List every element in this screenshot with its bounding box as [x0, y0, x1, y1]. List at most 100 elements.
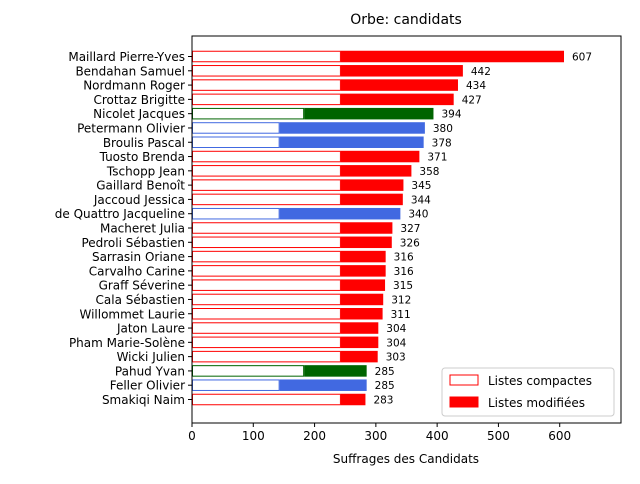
bar-modified [340, 350, 378, 363]
bar-compact [192, 379, 280, 391]
value-label: 434 [466, 80, 486, 92]
x-tick-label: 300 [364, 429, 387, 443]
value-label: 326 [400, 237, 420, 249]
y-tick-label: Petermann Olivier [77, 121, 185, 135]
x-tick-label: 500 [487, 429, 510, 443]
bar-modified [340, 293, 384, 306]
legend-swatch-compact [449, 374, 479, 386]
bar-compact [192, 79, 341, 91]
bar-compact [192, 265, 341, 277]
bar-modified [340, 336, 379, 349]
legend-swatch-modified [449, 396, 479, 408]
y-tick-label: Sarrasin Oriane [92, 250, 185, 264]
y-tick-label: Tschopp Jean [106, 164, 185, 178]
legend-label-compact: Listes compactes [488, 374, 592, 388]
x-tick-label: 600 [548, 429, 571, 443]
bar-compact [192, 336, 341, 349]
chart-title: Orbe: candidats [350, 12, 462, 28]
x-tick-label: 200 [303, 429, 326, 443]
bar-compact [192, 350, 341, 363]
bar-modified [340, 322, 379, 334]
y-tick-label: Wicki Julien [117, 350, 185, 364]
bar-modified [340, 308, 383, 320]
bar-compact [192, 150, 341, 163]
plot-frame [191, 35, 622, 424]
value-label: 427 [462, 94, 482, 106]
y-tick-label: Feller Olivier [110, 379, 185, 393]
value-label: 442 [471, 66, 491, 78]
value-label: 345 [411, 180, 431, 192]
value-label: 378 [432, 137, 452, 149]
y-tick-label: Broulis Pascal [103, 136, 185, 150]
y-tick-label: Nordmann Roger [83, 79, 185, 93]
y-tick-label: Smakiqi Naim [102, 393, 185, 407]
bar-modified [304, 365, 367, 377]
bar-compact [192, 50, 341, 63]
y-tick-label: Jaton Laure [116, 322, 185, 336]
y-tick-label: Nicolet Jacques [93, 107, 185, 121]
y-tick-label: Gaillard Benoît [96, 179, 185, 193]
legend-label-modified: Listes modifiées [488, 396, 585, 410]
bar-compact [192, 93, 341, 106]
bar-modified [340, 222, 393, 234]
bar-modified [340, 50, 565, 63]
value-label: 283 [373, 395, 393, 407]
bar-compact [192, 365, 305, 377]
bar-compact [192, 393, 341, 406]
bar-modified [304, 107, 434, 120]
bar-modified [340, 79, 458, 91]
bar-compact [192, 207, 280, 220]
value-label: 285 [375, 380, 395, 392]
x-axis-label: Suffrages des Candidats [333, 452, 479, 466]
y-tick-label: Bendahan Samuel [75, 64, 185, 78]
x-tick-label: 400 [426, 429, 449, 443]
bar-compact [192, 222, 341, 234]
value-label: 312 [391, 294, 411, 306]
value-label: 311 [391, 309, 411, 321]
value-label: 304 [386, 323, 406, 335]
value-label: 316 [394, 252, 414, 264]
value-label: 607 [572, 52, 592, 64]
bar-compact [192, 136, 280, 148]
bar-modified [340, 93, 454, 106]
bar-modified [279, 122, 425, 134]
y-tick-label: Graff Séverine [99, 279, 185, 293]
bar-compact [192, 179, 341, 191]
x-axis-ticks: 0 100 200 300 400 500 600 [188, 423, 571, 443]
y-tick-label: Pedroli Sébastien [81, 236, 185, 250]
value-label: 340 [408, 209, 428, 221]
bar-modified [279, 379, 367, 391]
bar-modified [279, 207, 401, 220]
value-label: 316 [394, 266, 414, 278]
bar-compact [192, 65, 341, 77]
y-tick-label: Willommet Laurie [79, 307, 185, 321]
y-tick-label: Cala Sébastien [96, 293, 185, 307]
value-label: 380 [433, 123, 453, 135]
bar-modified [340, 265, 386, 277]
bar-compact [192, 165, 341, 177]
y-tick-label: Maillard Pierre-Yves [68, 50, 185, 64]
bar-compact [192, 322, 341, 334]
y-tick-label: Crottaz Brigitte [93, 93, 185, 107]
value-label: 285 [375, 366, 395, 378]
y-tick-label: Carvalho Carine [89, 264, 185, 278]
y-tick-label: Pahud Yvan [115, 364, 185, 378]
y-tick-label: Jaccoud Jessica [93, 193, 185, 207]
x-tick-label: 100 [242, 429, 265, 443]
legend: Listes compactes Listes modifiées [441, 367, 615, 417]
bar-modified [340, 393, 366, 406]
value-label: 394 [441, 109, 461, 121]
bar-compact [192, 122, 280, 134]
bar-compact [192, 279, 341, 291]
y-tick-label: de Quattro Jacqueline [55, 207, 185, 221]
value-label: 315 [393, 280, 413, 292]
value-label: 344 [411, 194, 431, 206]
x-tick-label: 0 [188, 429, 196, 443]
bar-modified [340, 250, 386, 263]
value-label: 304 [386, 337, 406, 349]
value-label: 327 [400, 223, 420, 235]
bar-compact [192, 293, 341, 306]
